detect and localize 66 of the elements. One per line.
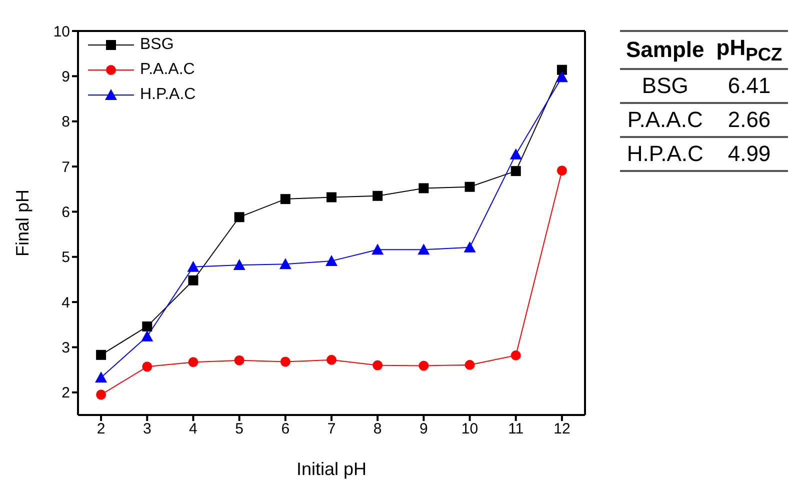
legend-label: P.A.A.C xyxy=(140,60,195,78)
point xyxy=(510,148,522,160)
text: pH$_{PCZ}$ xyxy=(715,34,784,66)
y-axis-title: Final pH xyxy=(12,189,32,257)
x-tick-label: 11 xyxy=(508,420,524,438)
point xyxy=(280,356,290,367)
point xyxy=(142,321,152,332)
y-tick-label: 5 xyxy=(62,249,70,266)
text: BSG xyxy=(640,72,690,100)
x-tick-label: 7 xyxy=(327,420,336,438)
point xyxy=(95,372,108,383)
point xyxy=(326,354,336,365)
point xyxy=(188,357,198,368)
y-tick-label: 7 xyxy=(62,158,70,176)
point xyxy=(234,212,244,222)
point xyxy=(372,360,383,370)
x-tick-label: 9 xyxy=(420,420,428,438)
point xyxy=(187,260,200,272)
point xyxy=(142,362,152,372)
text: 4.99 xyxy=(726,140,772,168)
text: 2.66 xyxy=(726,106,772,134)
x-tick-label: 5 xyxy=(235,420,244,438)
point xyxy=(464,360,475,370)
point xyxy=(464,182,475,192)
y-tick-label: 3 xyxy=(62,340,70,357)
y-tick-label: 10 xyxy=(53,23,70,40)
text: 6.41 xyxy=(726,72,772,100)
point xyxy=(418,183,429,194)
point xyxy=(556,64,567,75)
point xyxy=(510,166,521,176)
point xyxy=(510,350,521,360)
point xyxy=(464,241,476,252)
x-tick-label: 2 xyxy=(96,420,106,438)
x-tick-label: 12 xyxy=(554,420,570,438)
x-tick-label: 8 xyxy=(373,420,382,438)
point xyxy=(372,190,383,201)
point xyxy=(96,390,106,400)
x-axis-title: Initial pH xyxy=(296,459,367,479)
point xyxy=(372,244,384,255)
x-tick-label: 10 xyxy=(461,420,478,438)
text: P.A.A.C xyxy=(626,106,704,134)
point xyxy=(556,166,567,176)
x-tick-label: 4 xyxy=(189,420,198,438)
x-tick-label: 3 xyxy=(142,420,152,438)
point xyxy=(188,275,198,286)
legend-label: H.P.A.C xyxy=(140,86,196,104)
point xyxy=(418,244,430,255)
point xyxy=(279,258,292,270)
point xyxy=(556,71,568,82)
y-tick-label: 9 xyxy=(62,68,70,86)
y-tick-label: 6 xyxy=(62,204,70,222)
point xyxy=(141,330,154,342)
point xyxy=(280,194,290,204)
point xyxy=(96,350,106,360)
x-tick-label: 6 xyxy=(281,420,290,438)
point xyxy=(326,254,338,266)
y-tick-label: 4 xyxy=(62,294,70,312)
legend-label: BSG xyxy=(140,36,174,54)
y-tick-label: 8 xyxy=(62,114,70,131)
point xyxy=(234,355,244,366)
text: Sample xyxy=(625,36,706,64)
y-tick-label: 2 xyxy=(62,384,70,402)
point xyxy=(418,360,429,371)
text: H.P.A.C xyxy=(626,140,704,168)
point xyxy=(233,259,246,270)
point xyxy=(326,192,336,202)
